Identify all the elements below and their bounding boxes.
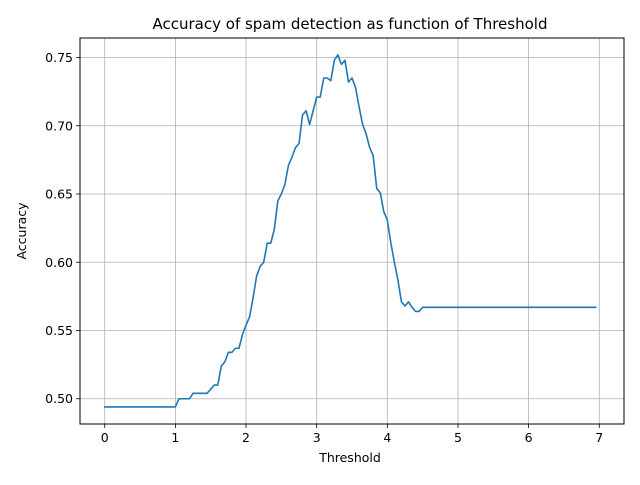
series-line-0 xyxy=(103,53,597,408)
x-tick-label: 1 xyxy=(171,430,179,445)
y-tick-label: 0.60 xyxy=(45,255,73,270)
x-tick-label: 6 xyxy=(525,430,533,445)
y-axis-label: Accuracy xyxy=(14,202,29,260)
x-tick-label: 0 xyxy=(101,430,109,445)
y-tick-label: 0.70 xyxy=(45,118,73,133)
x-tick-label: 5 xyxy=(454,430,462,445)
ticks: 0 1 2 3 4 5 6 7 0.50 0.55 0.60 0.65 0.70 0.75 xyxy=(45,50,603,445)
y-tick-label: 0.75 xyxy=(45,50,73,65)
x-tick-label: 7 xyxy=(595,430,603,445)
y-tick-label: 0.55 xyxy=(45,323,73,338)
x-axis-label: Threshold xyxy=(318,450,381,465)
plot-frame xyxy=(79,37,625,425)
x-tick-label: 3 xyxy=(313,430,321,445)
series-layer xyxy=(103,53,597,408)
x-tick-label: 2 xyxy=(242,430,250,445)
chart-title: Accuracy of spam detection as function o… xyxy=(153,15,548,33)
grid xyxy=(80,38,624,424)
y-tick-label: 0.50 xyxy=(45,391,73,406)
x-tick-label: 4 xyxy=(383,430,391,445)
y-tick-label: 0.65 xyxy=(45,187,73,202)
